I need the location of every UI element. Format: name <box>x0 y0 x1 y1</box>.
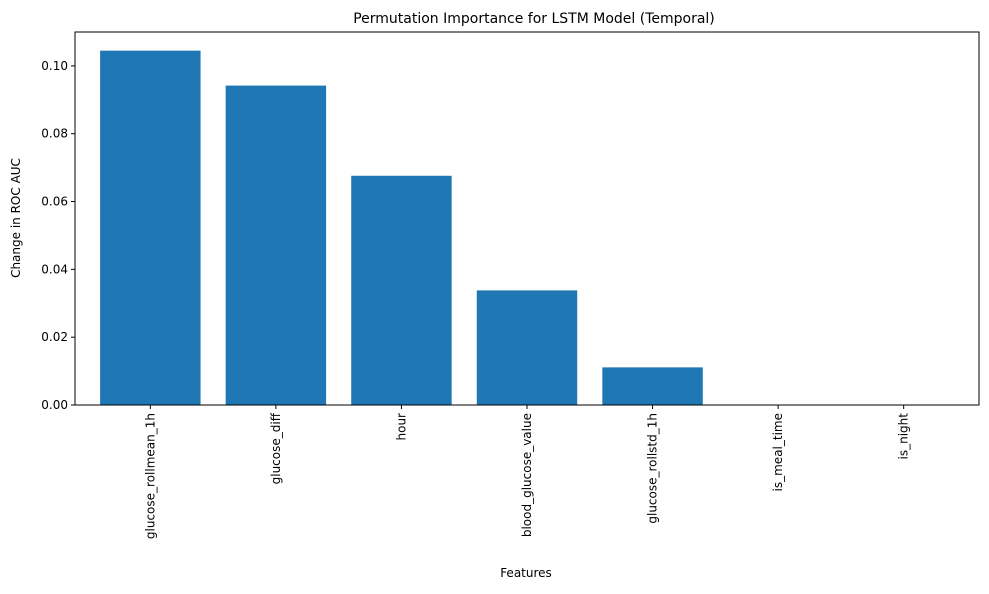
x-tick-label: blood_glucose_value <box>520 413 534 537</box>
y-tick-label: 0.06 <box>41 195 68 209</box>
bar-glucose-diff <box>225 85 327 406</box>
x-tick-label: glucose_rollmean_1h <box>143 413 157 539</box>
x-axis-ticks: glucose_rollmean_1h glucose_diff hour blood… <box>143 405 911 539</box>
x-axis-label: Features <box>500 566 552 580</box>
bar-blood-glucose-value <box>476 290 578 405</box>
y-tick-label: 0.04 <box>41 262 68 276</box>
y-tick-label: 0.10 <box>41 59 68 73</box>
y-axis-label: Change in ROC AUC <box>9 158 23 278</box>
y-tick-label: 0.08 <box>41 127 68 141</box>
plot-frame <box>74 31 980 406</box>
bar-glucose-rollstd-1h <box>602 367 703 405</box>
y-tick-label: 0.00 <box>41 398 68 412</box>
x-tick-label: is_night <box>897 413 911 460</box>
y-axis-ticks: 0.00 0.02 0.04 0.06 0.08 0.10 <box>41 59 75 412</box>
x-tick-label: glucose_diff <box>269 412 283 484</box>
x-tick-label: glucose_rollstd_1h <box>646 413 660 524</box>
x-tick-label: hour <box>394 413 408 441</box>
bar-hour <box>351 175 452 405</box>
y-tick-label: 0.02 <box>41 330 68 344</box>
bar-glucose-rollmean-1h <box>100 50 201 406</box>
bars-group <box>100 50 703 406</box>
x-tick-label: is_meal_time <box>771 413 785 491</box>
chart-title: Permutation Importance for LSTM Model (T… <box>353 11 715 27</box>
